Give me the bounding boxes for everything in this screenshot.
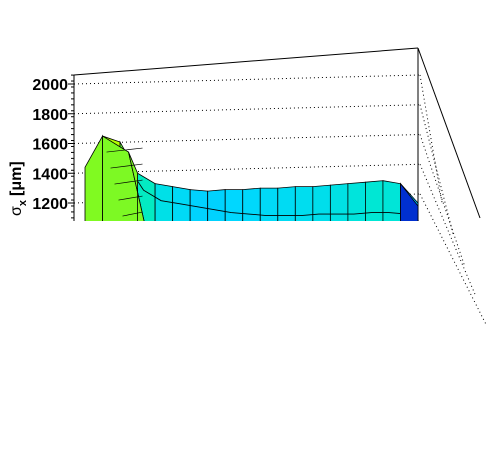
- surface-mesh-line: [122, 211, 143, 217]
- surface-cell-front: [329, 183, 349, 221]
- surface-cell-front: [277, 186, 296, 221]
- frame-top-edge: [73, 47, 419, 76]
- surface-cell-front: [242, 187, 261, 221]
- grid-line: [73, 134, 421, 144]
- y-tick-label: 1400: [32, 166, 68, 183]
- surface-cell-front: [84, 134, 103, 221]
- y-tick-label: 1600: [32, 137, 68, 154]
- surface-cell-front: [172, 186, 191, 221]
- y-axis-ticks: [68, 74, 74, 219]
- y-axis-title-symbol: σ: [8, 206, 25, 216]
- y-axis-title-subscript: x: [17, 199, 29, 206]
- grid-line: [73, 74, 421, 85]
- surface-cell-front: [365, 180, 384, 221]
- grid-line-depth: [419, 134, 465, 265]
- y-axis-title: σx [μm]: [8, 161, 29, 216]
- frame-depth-edge: [417, 47, 481, 219]
- grid-line-depth: [419, 74, 443, 206]
- surface-mesh-line: [110, 163, 143, 169]
- surface-cell-edge: [400, 182, 419, 221]
- surface-peak-facet: [128, 151, 145, 221]
- surface: [84, 134, 420, 221]
- y-axis-title-unit: [μm]: [8, 161, 25, 196]
- surface-cell-front: [294, 186, 314, 221]
- surface-cell-front: [382, 180, 401, 221]
- surface-cell-front: [189, 189, 209, 221]
- y-tick-label: 2000: [32, 77, 68, 94]
- surface-cell-front: [312, 184, 331, 221]
- surface-ridge-line: [108, 158, 420, 221]
- surface-cell-front: [259, 187, 279, 221]
- surface-mesh-line: [114, 179, 143, 185]
- y-tick-labels: 1200 1400 1600 1800 2000: [32, 77, 68, 213]
- grid-line: [73, 104, 421, 115]
- grid-line-depth: [419, 164, 476, 295]
- y-tick-label: 1200: [32, 196, 68, 213]
- surface-mesh-line: [118, 195, 143, 201]
- surface-cell-front: [207, 189, 226, 221]
- surface-cell-front: [154, 183, 174, 221]
- surface-cell-front: [224, 189, 244, 221]
- grid-line: [73, 163, 421, 174]
- grid-line-depth: [419, 193, 487, 325]
- y-tick-label: 1800: [32, 107, 68, 124]
- surface-peak-facet: [102, 135, 145, 221]
- surface-mesh-line: [106, 147, 143, 153]
- surface-cell-front: [347, 181, 366, 221]
